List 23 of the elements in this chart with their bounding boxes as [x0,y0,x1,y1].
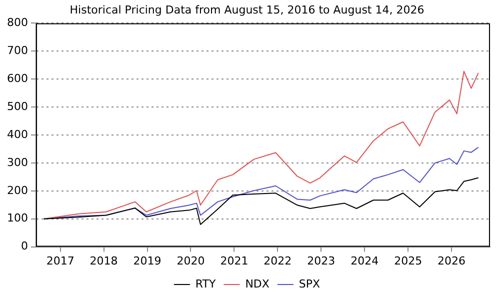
legend-label: NDX [245,277,270,290]
x-tick-label: 2021 [220,254,248,268]
legend-label: RTY [195,277,216,290]
x-tick-label: 2026 [438,254,466,268]
y-tick-label: 300 [6,156,28,169]
x-tick-label: 2017 [46,254,74,268]
y-tick-label: 600 [6,72,28,85]
chart-title: Historical Pricing Data from August 15, 2016 to August 14, 2026 [70,3,424,16]
x-tick-label: 2022 [264,254,292,268]
y-tick-label: 700 [6,44,28,58]
y-tick-label: 100 [6,212,28,225]
y-tick-label: 200 [6,184,28,197]
x-tick-label: 2023 [307,254,336,268]
x-tick-label: 2019 [133,254,162,268]
x-tick-label: 2024 [350,254,379,268]
x-tick-label: 2020 [176,254,205,268]
legend-label: SPX [298,277,321,290]
y-tick-label: 0 [20,240,28,253]
x-tick-label: 2018 [90,254,118,268]
x-tick-label: 2025 [394,254,422,268]
y-tick-label: 500 [6,100,28,113]
y-tick-label: 400 [6,128,28,141]
y-tick-label: 800 [6,16,28,30]
